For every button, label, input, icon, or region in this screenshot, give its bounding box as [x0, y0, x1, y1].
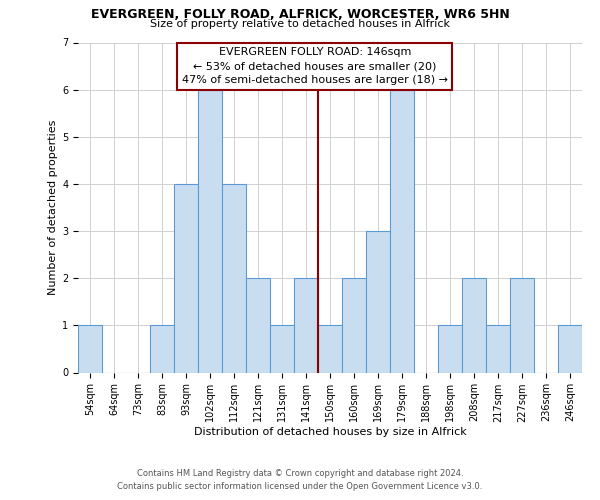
Bar: [294, 278, 318, 372]
Bar: [558, 326, 582, 372]
Bar: [222, 184, 246, 372]
Bar: [390, 90, 414, 373]
X-axis label: Distribution of detached houses by size in Alfrick: Distribution of detached houses by size …: [194, 428, 466, 438]
Text: Contains HM Land Registry data © Crown copyright and database right 2024.
Contai: Contains HM Land Registry data © Crown c…: [118, 470, 482, 491]
Bar: [342, 278, 366, 372]
Bar: [198, 90, 222, 373]
Text: Size of property relative to detached houses in Alfrick: Size of property relative to detached ho…: [150, 19, 450, 29]
Text: EVERGREEN FOLLY ROAD: 146sqm
← 53% of detached houses are smaller (20)
47% of se: EVERGREEN FOLLY ROAD: 146sqm ← 53% of de…: [182, 48, 448, 86]
Bar: [366, 231, 390, 372]
Bar: [510, 278, 534, 372]
Bar: [174, 184, 198, 372]
Bar: [78, 326, 102, 372]
Bar: [150, 326, 174, 372]
Text: EVERGREEN, FOLLY ROAD, ALFRICK, WORCESTER, WR6 5HN: EVERGREEN, FOLLY ROAD, ALFRICK, WORCESTE…: [91, 8, 509, 20]
Bar: [270, 326, 294, 372]
Bar: [438, 326, 462, 372]
Bar: [246, 278, 270, 372]
Bar: [462, 278, 486, 372]
Bar: [486, 326, 510, 372]
Bar: [318, 326, 342, 372]
Y-axis label: Number of detached properties: Number of detached properties: [48, 120, 58, 295]
